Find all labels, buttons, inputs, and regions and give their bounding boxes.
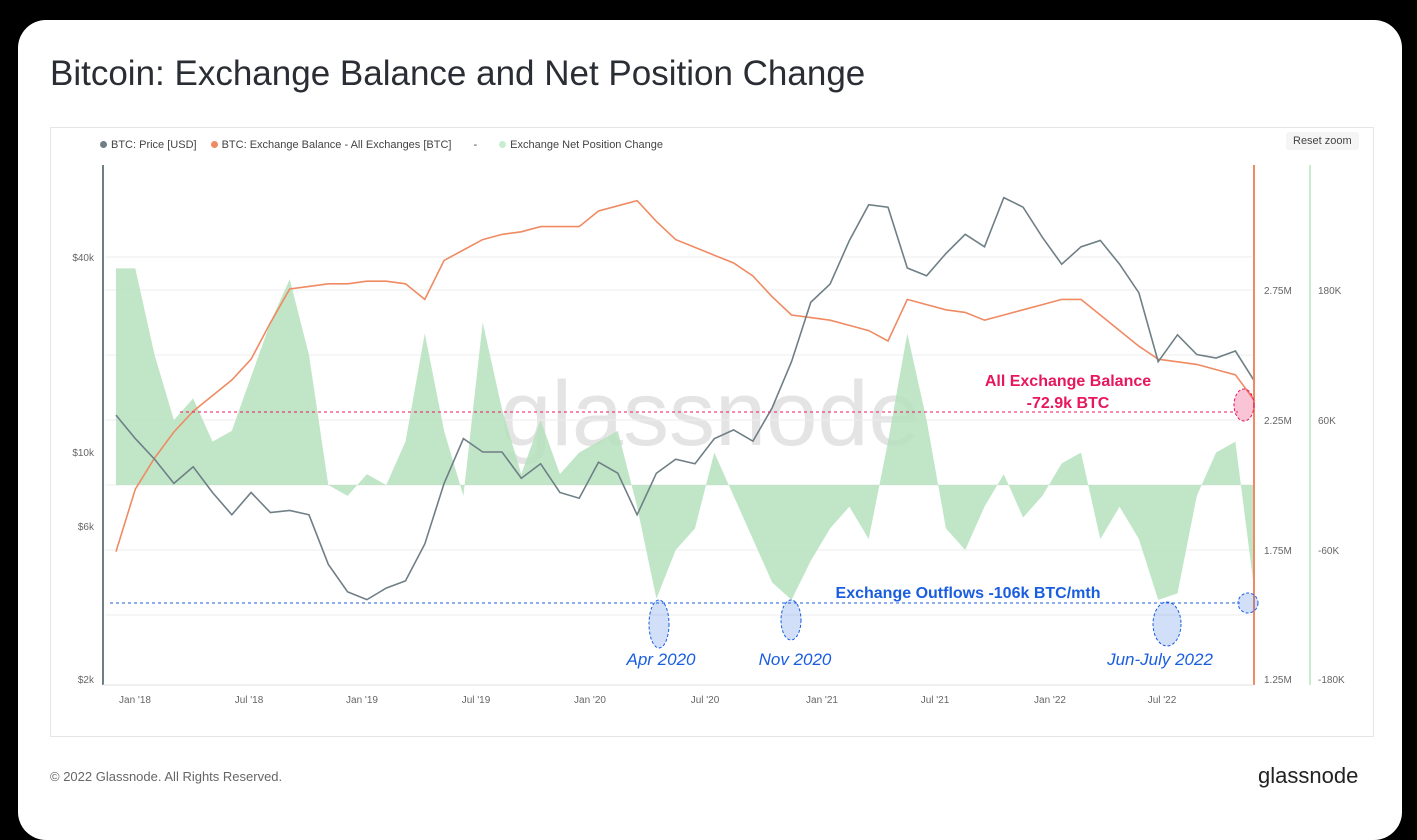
x-tick-label: Jan '18 (119, 695, 151, 706)
x-tick-label: Jan '22 (1034, 695, 1066, 706)
y-right-net-tick-label: -180K (1318, 675, 1345, 686)
y-right-net-tick-label: 60K (1318, 416, 1336, 427)
event-label: Nov 2020 (759, 650, 832, 669)
balance-annotation-label: All Exchange Balance (985, 373, 1151, 390)
event-highlight-ellipse (649, 600, 669, 648)
y-left-tick-label: $2k (78, 675, 95, 686)
x-tick-label: Jul '22 (1148, 695, 1177, 706)
x-tick-label: Jul '19 (462, 695, 491, 706)
y-right-balance-tick-label: 1.75M (1264, 546, 1292, 557)
brand-logo: glassnode (1258, 763, 1358, 789)
event-highlight-ellipse (781, 600, 801, 640)
x-tick-label: Jul '20 (691, 695, 720, 706)
y-right-net-tick-label: 180K (1318, 286, 1342, 297)
y-left-tick-label: $6k (78, 522, 95, 533)
y-right-balance-tick-label: 2.75M (1264, 286, 1292, 297)
y-right-balance-tick-label: 2.25M (1264, 416, 1292, 427)
balance-highlight-ellipse (1234, 389, 1254, 421)
y-right-balance-tick-label: 1.25M (1264, 675, 1292, 686)
chart: glassnode Jan '18 Jul '18 Jan '19 Jul '19 Ja… (0, 0, 1417, 819)
watermark: glassnode (500, 363, 919, 465)
outflow-annotation-label: Exchange Outflows -106k BTC/mth (836, 585, 1101, 602)
x-tick-label: Jan '20 (574, 695, 606, 706)
event-label: Apr 2020 (626, 650, 697, 669)
copyright: © 2022 Glassnode. All Rights Reserved. (50, 769, 282, 784)
event-label: Jun-July 2022 (1106, 650, 1213, 669)
x-tick-label: Jan '21 (806, 695, 838, 706)
balance-annotation-value: -72.9k BTC (1027, 395, 1110, 412)
x-tick-label: Jul '21 (921, 695, 950, 706)
event-highlight-ellipse (1153, 602, 1181, 646)
y-left-tick-label: $40k (72, 253, 95, 264)
x-tick-label: Jan '19 (346, 695, 378, 706)
x-tick-label: Jul '18 (235, 695, 264, 706)
y-right-net-tick-label: -60K (1318, 546, 1339, 557)
outflow-highlight-ellipse (1238, 593, 1258, 613)
y-left-tick-label: $10k (72, 448, 95, 459)
